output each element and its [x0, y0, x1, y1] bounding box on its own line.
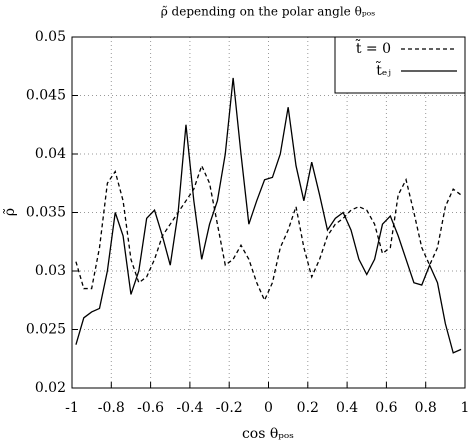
x-tick-label: -0.6 [137, 400, 164, 416]
y-tick-label: 0.025 [26, 322, 66, 338]
y-tick-label: 0.04 [35, 146, 66, 162]
x-axis-label: cos θₚₒₛ [242, 426, 294, 442]
y-tick-label: 0.03 [35, 263, 66, 279]
x-tick-label: -0.8 [98, 400, 125, 416]
plot-frame [71, 36, 466, 389]
x-tick-label: 0.8 [415, 400, 437, 416]
x-tick-label: 0.4 [336, 400, 358, 416]
y-axis-label: ρ̃ [2, 208, 18, 216]
y-tick-label: 0.05 [35, 29, 66, 45]
x-tick-label: 1 [461, 400, 470, 416]
x-tick-label: -0.2 [216, 400, 243, 416]
y-tick-label: 0.02 [35, 380, 66, 396]
y-tick-label: 0.045 [26, 88, 66, 104]
y-tick-label: 0.035 [26, 205, 66, 221]
x-tick-label: 0 [264, 400, 273, 416]
x-tick-label: -1 [65, 400, 79, 416]
legend-box [334, 36, 466, 94]
x-tick-label: -0.4 [176, 400, 203, 416]
legend-label: t̃ = 0 [355, 38, 391, 57]
series-line [75, 163, 462, 302]
series-line [75, 77, 462, 354]
x-tick-label: 0.2 [297, 400, 319, 416]
x-tick-label: 0.6 [375, 400, 397, 416]
chart-title: ρ̃ depending on the polar angle θₚₒₛ [161, 5, 376, 19]
legend-label: t̃ₑⱼ [376, 60, 391, 79]
